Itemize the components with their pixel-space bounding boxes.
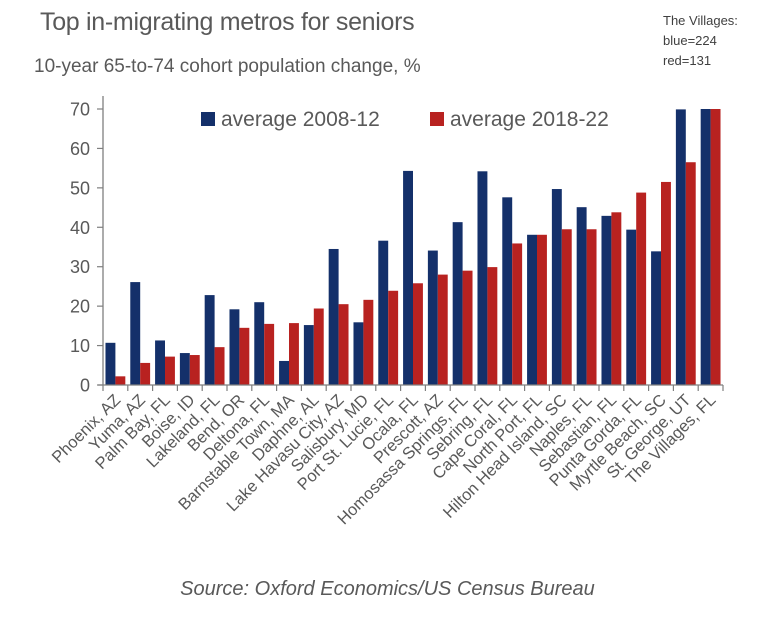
bar-2008-12 [279,360,289,385]
annotation-line: The Villages: [663,13,738,28]
bar-2018-22 [388,290,399,385]
bar-2008-12 [130,282,141,385]
annotation-line: blue=224 [663,33,717,48]
bar-2018-22 [561,229,572,385]
bar-2018-22 [165,356,175,385]
y-tick-label: 0 [80,376,90,396]
y-tick-label: 60 [70,139,90,159]
chart-subtitle: 10-year 65-to-74 cohort population chang… [34,56,421,77]
chart-title: Top in-migrating metros for seniors [40,8,415,36]
bar-2008-12 [353,322,364,385]
bar-2018-22 [437,274,448,385]
bar-2008-12 [254,302,265,385]
bar-2018-22 [239,327,250,385]
bar-2008-12 [204,295,215,385]
y-tick-label: 30 [70,257,90,277]
bar-2018-22 [537,234,547,385]
bar-2018-22 [661,181,671,385]
source-note: Source: Oxford Economics/US Census Burea… [180,578,595,600]
bar-2018-22 [586,229,597,385]
bar-2008-12 [378,240,389,385]
bar-2008-12 [551,189,562,385]
y-tick-label: 70 [70,100,90,120]
bar-2018-22 [214,347,225,385]
bar-2008-12 [576,207,587,385]
bar-2008-12 [502,197,513,385]
bar-2018-22 [140,362,151,385]
bar-2008-12 [179,353,190,385]
bar-2018-22 [512,243,523,385]
bar-2008-12 [105,342,116,385]
bar-2008-12 [303,325,314,385]
legend-label-2008-12: average 2008-12 [221,108,380,131]
legend-label-2018-22: average 2018-22 [450,108,609,131]
bar-2008-12 [155,340,165,385]
bar-2018-22 [636,192,647,385]
bar-2018-22 [313,308,324,385]
bar-2018-22 [189,355,200,385]
bar-2008-12 [427,250,438,385]
bar-2018-22 [611,212,622,385]
legend-swatch-2018-22 [430,112,444,126]
bar-2008-12 [328,248,339,385]
annotation-line: red=131 [663,53,712,68]
bar-2008-12 [229,309,240,385]
legend: average 2008-12 average 2018-22 [201,108,609,131]
bar-2018-22 [264,323,275,385]
bar-2008-12 [477,171,488,385]
bar-2008-12 [601,215,612,385]
bar-2018-22 [487,267,498,385]
y-tick-label: 50 [70,178,90,198]
bar-2018-22 [338,304,349,385]
bar-2008-12 [626,229,637,385]
bar-2008-12 [651,251,661,385]
bar-2018-22 [363,299,374,385]
bar-2008-12 [700,109,711,385]
legend-swatch-2008-12 [201,112,215,126]
y-tick-label: 20 [70,297,90,317]
bar-2018-22 [289,323,299,385]
bar-2018-22 [685,162,696,385]
bar-2008-12 [452,222,463,385]
y-tick-label: 40 [70,218,90,238]
bar-2008-12 [403,170,413,385]
bar-2018-22 [710,109,721,385]
bar-2018-22 [413,283,423,385]
bar-2018-22 [462,270,473,385]
bar-2008-12 [527,234,537,385]
bar-2008-12 [675,109,686,385]
bar-2018-22 [115,376,126,385]
the-villages-annotation: The Villages: blue=224 red=131 [663,11,738,71]
bars-group [105,109,721,385]
y-tick-label: 10 [70,336,90,356]
